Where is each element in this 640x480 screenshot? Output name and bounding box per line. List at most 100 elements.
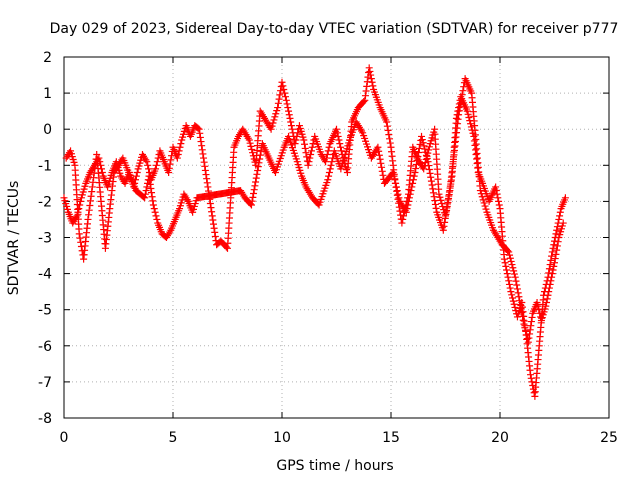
data-point-interp: [77, 238, 85, 246]
data-point-interp: [465, 113, 473, 121]
data-point-interp: [456, 103, 464, 111]
data-point: [267, 125, 275, 133]
data-point-interp: [132, 172, 140, 180]
data-point-interp: [211, 232, 219, 240]
data-point: [324, 176, 332, 184]
data-point: [418, 132, 426, 140]
data-point-interp: [501, 259, 509, 267]
data-point-interp: [255, 159, 263, 167]
data-point-interp: [306, 154, 314, 162]
y-tick-label: 0: [43, 122, 52, 138]
data-point-interp: [503, 266, 511, 274]
data-point-interp: [199, 150, 207, 158]
data-point-interp: [482, 205, 490, 213]
data-point-interp: [153, 158, 161, 166]
data-point-interp: [506, 251, 514, 259]
data-point-interp: [273, 107, 281, 115]
data-point: [455, 111, 463, 119]
data-point: [278, 78, 286, 86]
data-point-interp: [98, 169, 106, 177]
data-point-interp: [556, 208, 564, 216]
data-point-interp: [292, 136, 300, 144]
data-point-interp: [251, 182, 259, 190]
data-point-interp: [249, 193, 257, 201]
chart-title: Day 029 of 2023, Sidereal Day-to-day VTE…: [50, 21, 619, 37]
data-point-interp: [513, 281, 521, 289]
data-point: [559, 219, 567, 227]
data-point-interp: [275, 95, 283, 103]
data-point-interp: [277, 87, 285, 95]
data-point-interp: [274, 99, 282, 107]
data-point-interp: [509, 297, 517, 305]
data-point-interp: [383, 122, 391, 130]
data-point-interp: [544, 291, 552, 299]
data-point-interp: [513, 285, 521, 293]
data-point: [165, 169, 173, 177]
x-tick-label: 25: [600, 430, 618, 446]
data-point-interp: [507, 257, 515, 265]
data-point-interp: [426, 169, 434, 177]
data-point-interp: [177, 140, 185, 148]
data-point-interp: [86, 202, 94, 210]
data-point-interp: [495, 197, 503, 205]
data-point-interp: [534, 302, 542, 310]
data-point-interp: [443, 206, 451, 214]
data-point-interp: [256, 155, 264, 163]
x-tick-label: 0: [60, 430, 69, 446]
data-point: [548, 248, 556, 256]
data-point-interp: [203, 175, 211, 183]
data-point-interp: [457, 95, 465, 103]
data-point-interp: [421, 145, 429, 153]
data-point-interp: [553, 223, 561, 231]
data-point-interp: [200, 154, 208, 162]
data-point-interp: [548, 273, 556, 281]
data-point: [402, 208, 410, 216]
x-tick-label: 10: [273, 430, 291, 446]
data-point-interp: [334, 132, 342, 140]
data-point-interp: [445, 195, 453, 203]
x-axis-label: GPS time / hours: [276, 458, 393, 474]
x-tick-label: 20: [491, 430, 509, 446]
data-point-interp: [431, 200, 439, 208]
y-tick-label: -4: [38, 267, 52, 283]
data-point-interp: [535, 306, 543, 314]
data-point-interp: [208, 212, 216, 220]
data-point-interp: [545, 288, 553, 296]
data-point-interp: [148, 193, 156, 201]
data-point-interp: [208, 208, 216, 216]
data-point-interp: [207, 204, 215, 212]
data-point-interp: [368, 78, 376, 86]
data-point: [452, 114, 460, 122]
data-point-interp: [251, 158, 259, 166]
data-point-interp: [410, 172, 418, 180]
data-point-interp: [399, 215, 407, 223]
data-point: [511, 273, 519, 281]
data-point-interp: [521, 324, 529, 332]
data-point-interp: [200, 158, 208, 166]
data-point-interp: [437, 196, 445, 204]
data-point-interp: [548, 252, 556, 260]
data-point-interp: [423, 155, 431, 163]
data-point-interp: [85, 206, 93, 214]
data-point-interp: [431, 197, 439, 205]
data-point-interp: [252, 174, 260, 182]
data-point-interp: [166, 160, 174, 168]
data-point-interp: [441, 214, 449, 222]
data-point-interp: [392, 179, 400, 187]
data-point-interp: [442, 210, 450, 218]
data-point: [361, 96, 369, 104]
data-point: [507, 288, 515, 296]
data-point-interp: [455, 107, 463, 115]
data-point-interp: [506, 284, 514, 292]
data-point-interp: [404, 201, 412, 209]
data-point: [520, 320, 528, 328]
data-point-interp: [88, 188, 96, 196]
data-point-interp: [408, 183, 416, 191]
data-point: [463, 107, 471, 115]
data-point-interp: [441, 218, 449, 226]
data-point: [398, 219, 406, 227]
data-point-interp: [480, 199, 488, 207]
data-point-interp: [508, 291, 516, 299]
data-point-interp: [391, 176, 399, 184]
data-point-interp: [86, 197, 94, 205]
